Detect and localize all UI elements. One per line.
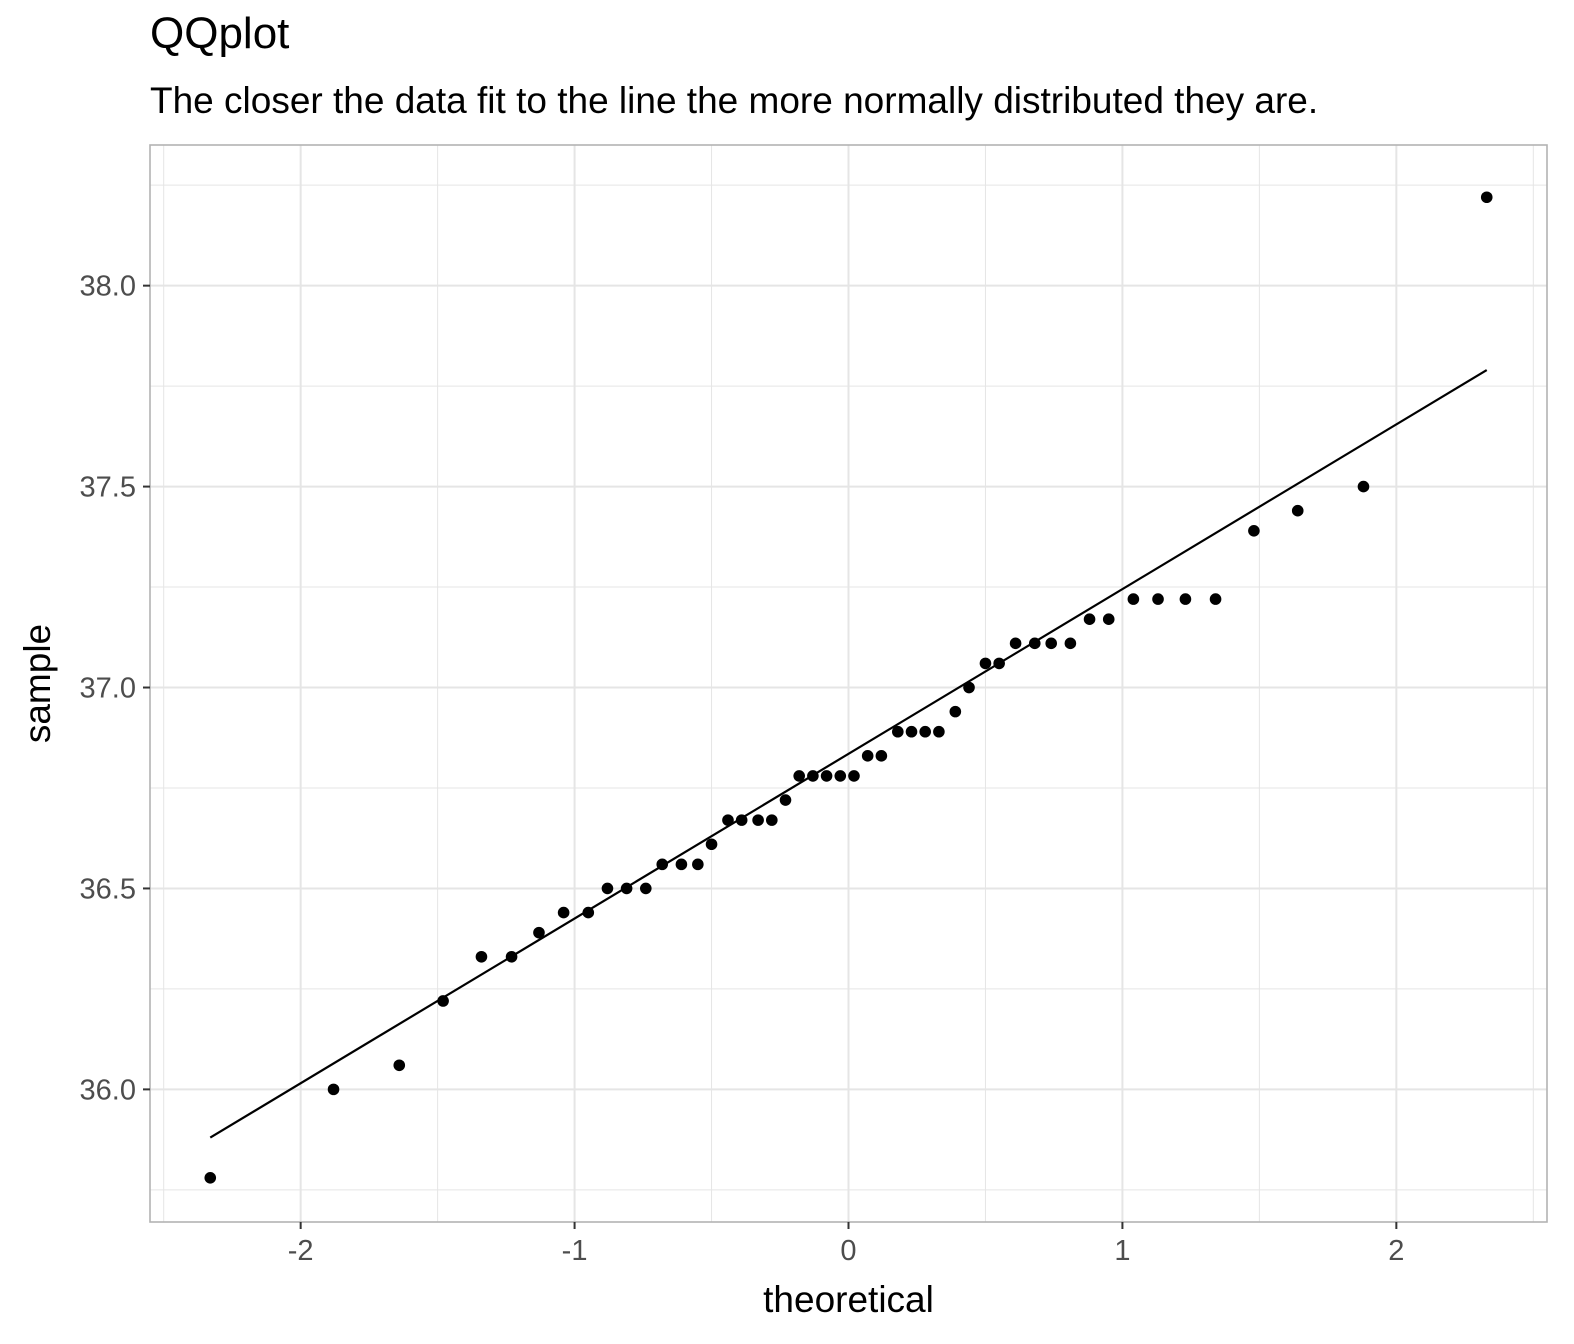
data-point — [204, 1171, 217, 1184]
data-point — [1028, 637, 1041, 650]
data-point — [735, 814, 748, 826]
data-point — [1179, 593, 1192, 605]
data-point — [601, 882, 614, 895]
data-point — [861, 750, 874, 762]
qq-reference-line — [209, 369, 1488, 1139]
data-point — [582, 906, 595, 919]
data-point — [919, 725, 931, 738]
data-point — [979, 657, 992, 670]
y-axis: 36.0 36.5 37.0 37.5 38.0 — [80, 271, 150, 1106]
data-point — [807, 770, 819, 782]
chart-subtitle: The closer the data fit to the line the … — [150, 80, 1319, 121]
x-tick-label: -2 — [288, 1235, 314, 1267]
data-point — [1357, 480, 1370, 493]
y-tick-label: 37.5 — [80, 472, 136, 504]
x-axis: -2 -1 0 1 2 — [288, 1222, 1404, 1267]
data-point — [1083, 613, 1096, 626]
data-point — [656, 858, 669, 871]
y-tick-label: 38.0 — [80, 271, 136, 303]
data-point — [475, 950, 488, 963]
data-point — [393, 1059, 406, 1072]
x-tick-label: 2 — [1388, 1235, 1404, 1267]
data-point — [1209, 593, 1222, 605]
data-point — [1009, 637, 1022, 650]
x-tick-label: -1 — [562, 1235, 588, 1267]
data-point — [779, 794, 792, 806]
chart-title: QQplot — [150, 9, 290, 58]
data-point — [1291, 504, 1304, 517]
data-points — [204, 191, 1493, 1184]
reference-line-group — [209, 369, 1488, 1139]
data-point — [620, 882, 633, 895]
data-point — [505, 950, 518, 963]
data-point — [1102, 613, 1115, 626]
data-point — [949, 705, 962, 718]
major-gridlines — [150, 145, 1547, 1222]
data-point — [1248, 524, 1260, 537]
data-point — [1127, 593, 1140, 605]
data-point — [533, 926, 545, 939]
data-point — [557, 906, 570, 919]
data-point — [327, 1083, 340, 1096]
data-point — [905, 725, 918, 738]
data-point — [892, 725, 904, 738]
x-tick-label: 0 — [840, 1235, 856, 1267]
data-point — [793, 770, 805, 782]
y-tick-label: 36.5 — [80, 873, 136, 905]
data-point — [820, 770, 833, 782]
data-point — [1152, 593, 1164, 605]
data-point — [766, 814, 778, 826]
data-point — [675, 858, 688, 871]
data-point — [692, 858, 704, 871]
data-point — [1064, 637, 1077, 650]
y-axis-title: sample — [17, 624, 58, 743]
data-point — [848, 770, 860, 782]
y-tick-label: 37.0 — [80, 673, 136, 705]
data-point — [1480, 191, 1493, 204]
data-point — [752, 814, 764, 826]
data-point — [639, 882, 652, 895]
data-point — [437, 995, 449, 1007]
x-tick-label: 1 — [1114, 1235, 1130, 1267]
data-point — [875, 750, 888, 762]
data-point — [834, 770, 847, 782]
data-point — [1045, 637, 1058, 650]
data-point — [722, 814, 734, 826]
y-tick-label: 36.0 — [80, 1074, 136, 1106]
x-axis-title: theoretical — [763, 1279, 934, 1320]
data-point — [705, 838, 718, 851]
data-point — [993, 657, 1005, 670]
data-point — [933, 725, 945, 738]
data-point — [963, 681, 975, 694]
